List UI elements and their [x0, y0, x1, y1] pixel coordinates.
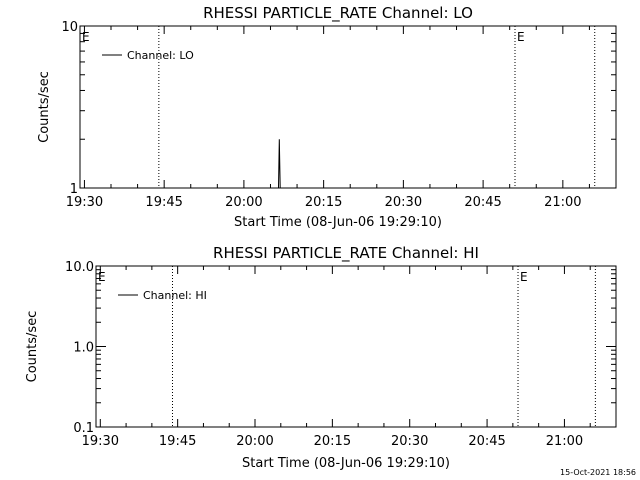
corner-marker: E	[98, 270, 106, 284]
x-tick-label: 19:30	[66, 195, 103, 210]
y-axis-label: Counts/sec	[37, 71, 52, 143]
x-tick-label: 20:15	[314, 434, 351, 449]
chart-panel-2: RHESSI PARTICLE_RATE Channel: HI 19:30 19:…	[25, 244, 617, 471]
x-tick-label: 20:00	[225, 195, 262, 210]
chart-panels: RHESSI PARTICLE_RATE Channel: LO 19:30 19:…	[25, 4, 617, 471]
plot-frame	[79, 25, 617, 189]
y-axis-label: Counts/sec	[25, 311, 40, 383]
x-axis-label: Start Time (08-Jun-06 19:29:10)	[242, 456, 450, 471]
footer-timestamp: 15-Oct-2021 18:56	[560, 468, 636, 477]
y-tick-label: 0.1	[73, 421, 94, 436]
y-tick-label: 10	[61, 20, 78, 35]
chart-title: RHESSI PARTICLE_RATE Channel: HI	[213, 244, 479, 263]
chart-panel-1: RHESSI PARTICLE_RATE Channel: LO 19:30 19:…	[37, 4, 617, 230]
chart-title: RHESSI PARTICLE_RATE Channel: LO	[203, 4, 473, 23]
x-tick-label: 19:45	[159, 434, 196, 449]
x-tick-label: 21:00	[546, 434, 583, 449]
x-tick-label: 20:30	[385, 195, 422, 210]
x-axis-label: Start Time (08-Jun-06 19:29:10)	[234, 215, 442, 230]
x-tick-label: 20:45	[468, 434, 505, 449]
event-line-label: E	[517, 30, 525, 44]
legend-label: Channel: HI	[143, 289, 207, 302]
series-line	[278, 139, 281, 189]
x-tick-label: 20:30	[391, 434, 428, 449]
x-tick-label: 19:45	[145, 195, 182, 210]
y-tick-label: 1	[70, 182, 78, 197]
event-line-label: E	[520, 270, 528, 284]
x-tick-label: 20:45	[464, 195, 501, 210]
x-tick-label: 20:00	[236, 434, 273, 449]
corner-marker: E	[82, 30, 90, 44]
y-tick-label: 1.0	[73, 341, 94, 356]
x-tick-label: 20:15	[305, 195, 342, 210]
legend-label: Channel: LO	[127, 49, 194, 62]
x-tick-label: 21:00	[544, 195, 581, 210]
y-tick-label: 10.0	[65, 260, 94, 275]
x-tick-label: 19:30	[82, 434, 119, 449]
